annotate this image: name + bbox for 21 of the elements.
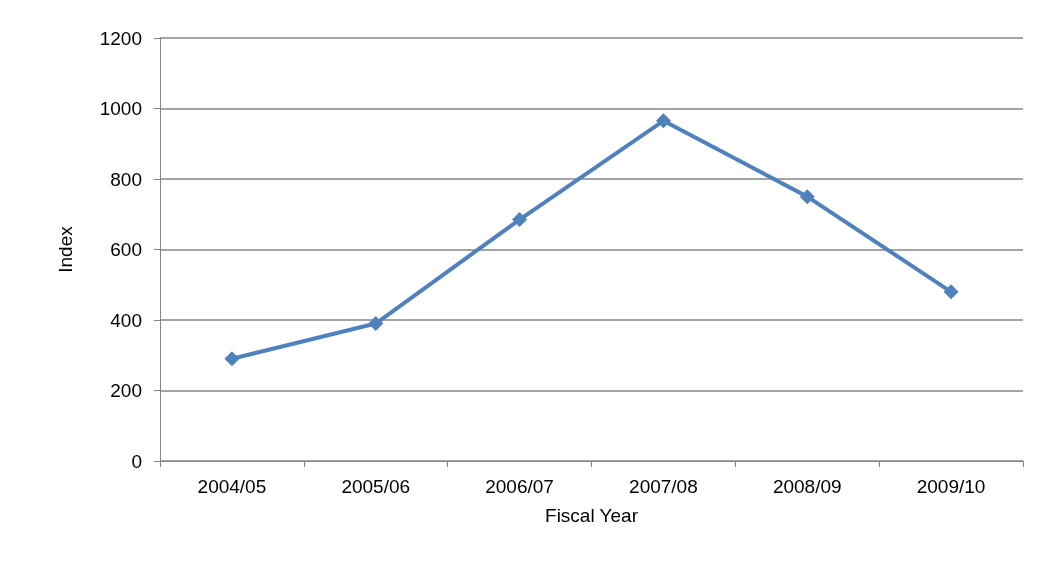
y-tick-label: 800 [110, 168, 142, 190]
y-tick-label: 600 [110, 239, 142, 260]
point [799, 189, 815, 205]
y-tick-label: 1000 [99, 98, 142, 119]
x-tick-label: 2004/05 [197, 476, 267, 497]
y-tick-label: 400 [110, 309, 142, 331]
x-tick-label: 2008/09 [772, 476, 842, 497]
point [512, 212, 528, 228]
y-tick-label: 0 [131, 450, 142, 472]
y-axis-title: Index [55, 225, 76, 273]
x-tick-label: 2005/06 [341, 476, 411, 497]
point [655, 113, 671, 129]
point [224, 351, 240, 367]
x-tick-label: 2007/08 [629, 476, 698, 497]
y-tick-label: 1200 [99, 27, 142, 49]
y-tick-label: 200 [110, 380, 142, 401]
x-tick-label: 2009/10 [916, 476, 986, 497]
point [943, 284, 959, 300]
point [368, 316, 384, 332]
x-axis-title: Fiscal Year [545, 505, 639, 526]
x-tick-label: 2006/07 [485, 476, 554, 497]
